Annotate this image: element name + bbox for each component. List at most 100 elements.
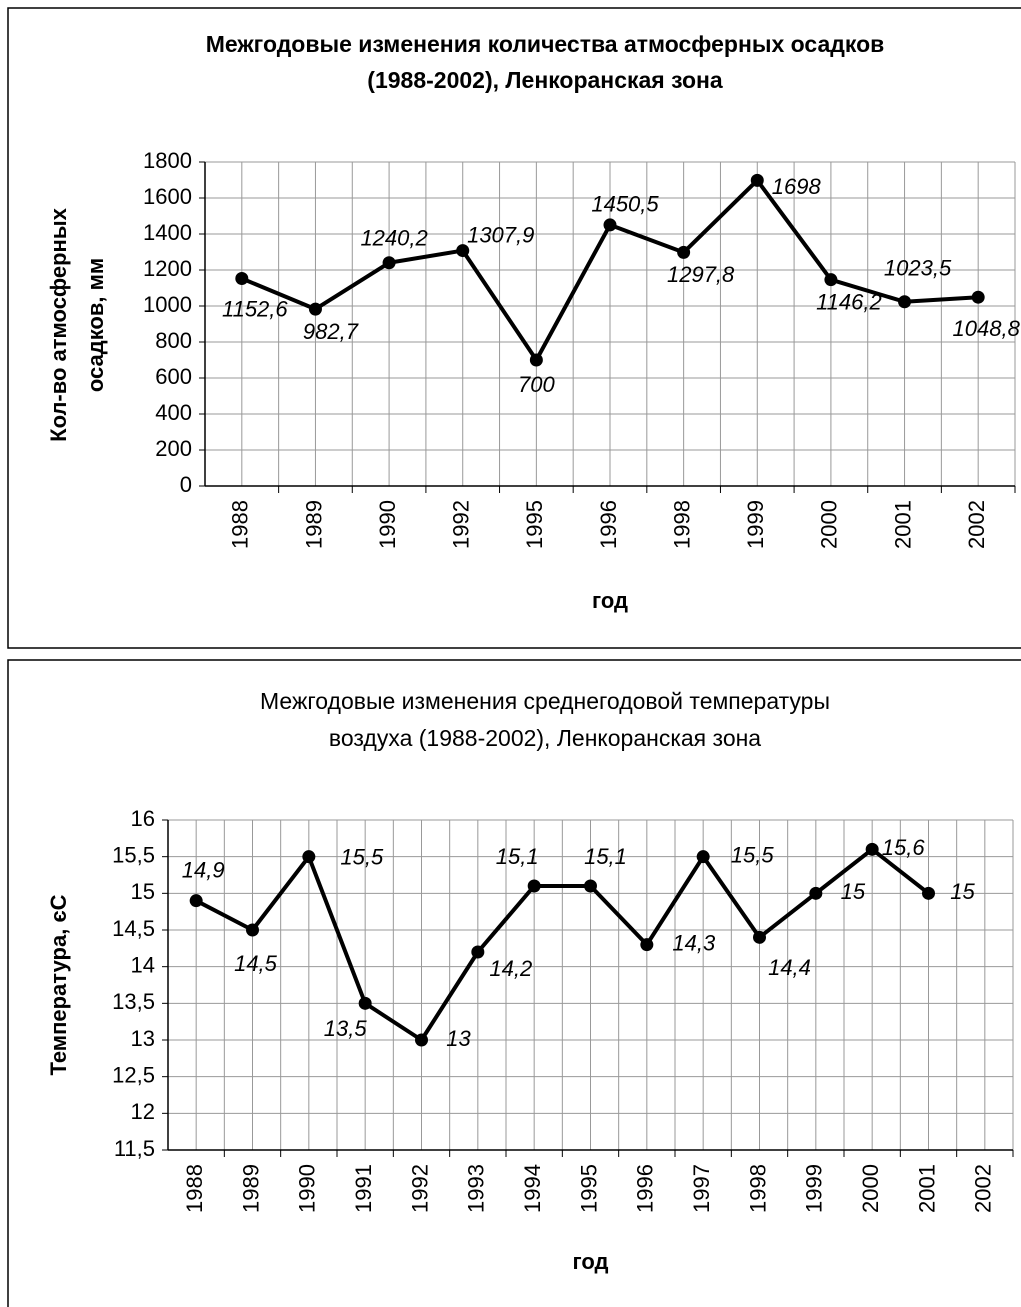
- data-label: 14,4: [768, 955, 811, 980]
- y-tick-label: 11,5: [114, 1136, 155, 1161]
- x-axis-label: год: [592, 588, 628, 613]
- data-point: [971, 290, 985, 304]
- x-tick-label: 1994: [520, 1164, 545, 1213]
- x-tick-label: 1990: [375, 500, 400, 549]
- y-axis-label: Температура, єС: [46, 894, 71, 1075]
- data-point: [677, 245, 691, 259]
- y-tick-label: 1000: [143, 292, 192, 317]
- data-label: 15,6: [882, 835, 926, 860]
- x-tick-label: 1995: [522, 500, 547, 549]
- y-tick-label: 1600: [143, 184, 192, 209]
- data-point: [308, 302, 322, 316]
- data-point: [865, 842, 879, 856]
- x-tick-label: 1988: [182, 1164, 207, 1213]
- data-point: [922, 886, 935, 900]
- y-tick-label: 1200: [143, 256, 192, 281]
- data-label: 982,7: [303, 319, 359, 344]
- data-point: [382, 256, 396, 270]
- data-label: 1240,2: [360, 226, 427, 251]
- data-point: [358, 996, 372, 1010]
- data-point: [753, 930, 766, 944]
- chart-title: Межгодовые изменения среднегодовой темпе…: [260, 688, 830, 714]
- data-label: 1023,5: [884, 256, 952, 281]
- data-label: 15: [950, 879, 975, 904]
- x-tick-label: 2001: [914, 1164, 939, 1213]
- x-tick-label: 1991: [351, 1164, 376, 1213]
- x-tick-label: 1993: [464, 1164, 489, 1213]
- data-label: 14,2: [489, 956, 532, 981]
- y-axis-label: Кол-во атмосферных: [46, 207, 71, 441]
- data-label: 15,5: [340, 844, 384, 869]
- x-tick-label: 1992: [407, 1164, 432, 1213]
- x-tick-label: 1989: [301, 500, 326, 549]
- x-axis-label: год: [573, 1249, 609, 1274]
- data-label: 15,5: [731, 842, 775, 867]
- data-point: [584, 879, 597, 893]
- chart-title: (1988-2002), Ленкоранская зона: [367, 67, 723, 93]
- x-tick-label: 1998: [669, 500, 694, 549]
- data-point: [235, 272, 249, 286]
- data-label: 1152,6: [222, 296, 288, 321]
- y-tick-label: 13,5: [112, 989, 155, 1014]
- data-point: [640, 938, 654, 952]
- x-tick-label: 1995: [576, 1164, 601, 1213]
- y-tick-label: 13: [131, 1026, 155, 1051]
- x-tick-label: 1998: [745, 1164, 770, 1213]
- data-label: 1698: [772, 174, 822, 199]
- data-label: 14,5: [234, 951, 278, 976]
- x-tick-label: 2000: [858, 1164, 883, 1213]
- x-tick-label: 2001: [890, 500, 915, 549]
- chart-title: Межгодовые изменения количества атмосфер…: [206, 31, 885, 57]
- data-point: [696, 850, 710, 864]
- data-label: 15,1: [496, 844, 539, 869]
- x-tick-label: 2002: [971, 1164, 996, 1213]
- y-tick-label: 0: [180, 472, 192, 497]
- data-point: [471, 945, 485, 959]
- x-tick-label: 1992: [449, 500, 474, 549]
- y-tick-label: 12: [131, 1099, 155, 1124]
- chart-frame: [7, 659, 1021, 1307]
- y-tick-label: 15: [131, 879, 155, 904]
- data-label: 700: [518, 372, 555, 397]
- data-point: [415, 1033, 428, 1047]
- data-point: [809, 886, 823, 900]
- chart-title: воздуха (1988-2002), Ленкоранская зона: [329, 725, 761, 751]
- x-tick-label: 1996: [633, 1164, 658, 1213]
- y-axis-label: осадков, мм: [83, 258, 108, 392]
- data-label: 1048,8: [953, 316, 1021, 341]
- x-tick-label: 2000: [817, 500, 842, 549]
- data-label: 13: [446, 1026, 471, 1051]
- data-label: 1146,2: [816, 289, 882, 314]
- y-tick-label: 1400: [143, 220, 192, 245]
- data-label: 14,9: [182, 857, 225, 882]
- data-point: [603, 218, 617, 232]
- y-tick-label: 800: [155, 328, 192, 353]
- data-point: [824, 273, 838, 287]
- x-tick-label: 1996: [596, 500, 621, 549]
- y-tick-label: 200: [155, 436, 192, 461]
- chart-frame: [7, 7, 1021, 649]
- data-point: [898, 295, 912, 309]
- x-tick-label: 1999: [802, 1164, 827, 1213]
- data-label: 15: [841, 879, 866, 904]
- data-label: 1307,9: [467, 222, 534, 247]
- y-tick-label: 14: [131, 952, 155, 977]
- data-point: [246, 923, 259, 937]
- data-point: [750, 173, 764, 187]
- y-tick-label: 400: [155, 400, 192, 425]
- data-point: [302, 850, 316, 864]
- data-label: 13,5: [324, 1016, 368, 1041]
- x-tick-label: 1997: [689, 1164, 714, 1213]
- x-tick-label: 1988: [228, 500, 253, 549]
- data-label: 14,3: [672, 930, 716, 955]
- data-label: 15,1: [584, 844, 627, 869]
- x-tick-label: 1999: [743, 500, 768, 549]
- x-tick-label: 1989: [238, 1164, 263, 1213]
- data-point: [529, 353, 543, 367]
- data-point: [527, 879, 541, 893]
- y-tick-label: 600: [155, 364, 192, 389]
- data-label: 1297,8: [667, 262, 735, 287]
- y-tick-label: 15,5: [112, 842, 155, 867]
- y-tick-label: 16: [131, 806, 155, 831]
- y-tick-label: 14,5: [112, 916, 155, 941]
